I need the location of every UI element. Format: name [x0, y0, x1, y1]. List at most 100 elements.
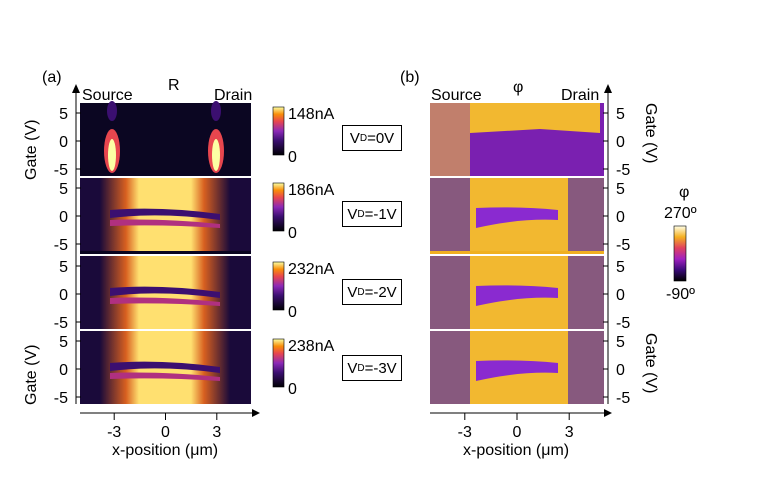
vd-sub: D — [359, 132, 368, 144]
panel-a-y-axis: 5 0 -5 5 0 -5 5 0 -5 5 0 -5 — [54, 84, 81, 407]
panel-b-x-ticks: -3 0 3 — [458, 413, 574, 441]
y-tick-label: 0 — [616, 362, 625, 379]
y-tick-label: 0 — [59, 134, 68, 151]
y-tick-label: 0 — [616, 134, 625, 151]
current-colorbar-1 — [272, 106, 285, 156]
vd-prefix: V — [349, 129, 360, 147]
y-tick-label: 0 — [59, 287, 68, 304]
y-tick-label: 0 — [59, 209, 68, 226]
y-tick-label: 5 — [59, 181, 68, 198]
current-colorbar-max: 148nA — [288, 106, 335, 123]
gate-axis-label-a-top: Gate (V) — [23, 120, 40, 180]
current-colorbar-max: 186nA — [288, 182, 335, 199]
current-colorbar-min: 0 — [288, 225, 297, 242]
panel-a-x-axis-arrow — [252, 409, 260, 417]
drain-label-a: Drain — [214, 87, 252, 104]
panel-a-label: (a) — [42, 69, 62, 86]
source-label-a: Source — [82, 87, 133, 104]
phase-colorbar-min: -90º — [666, 286, 695, 303]
phase-map-row-1 — [430, 103, 604, 176]
y-tick-label: -5 — [616, 390, 630, 407]
y-tick-label: -5 — [616, 162, 630, 179]
current-map-row-3 — [80, 256, 251, 329]
x-tick-label: 3 — [565, 424, 574, 441]
separator-b-2 — [430, 254, 604, 256]
y-axis-arrow — [72, 84, 80, 93]
y-tick-label: -5 — [54, 315, 68, 332]
vd-prefix: V — [347, 359, 358, 377]
vd-value: =-3V — [364, 359, 397, 377]
current-colorbar-min: 0 — [288, 149, 297, 166]
current-colorbar-min: 0 — [288, 304, 297, 321]
y-tick-label: 0 — [59, 362, 68, 379]
vd-label-row-1: V D =0V — [342, 125, 402, 151]
separator-a-1 — [80, 176, 251, 178]
y-axis-arrow — [604, 84, 612, 93]
y-tick-label: 5 — [616, 259, 625, 276]
y-tick-label: -5 — [54, 162, 68, 179]
panel-b-x-axis-label: x-position (μm) — [463, 442, 569, 459]
phase-map-row-4 — [430, 331, 604, 404]
vd-value: =-2V — [364, 283, 397, 301]
current-colorbar-min: 0 — [288, 381, 297, 398]
vd-sub: D — [357, 208, 365, 220]
y-tick-label: -5 — [54, 390, 68, 407]
current-map-row-4 — [80, 331, 251, 404]
y-tick-label: 5 — [616, 106, 625, 123]
y-tick-label: 5 — [616, 334, 625, 351]
phase-colorbar — [673, 225, 687, 282]
x-tick-label: 0 — [513, 424, 522, 441]
phase-map-row-2 — [430, 178, 604, 251]
current-colorbar-3 — [272, 261, 285, 311]
y-tick-label: -5 — [54, 237, 68, 254]
y-tick-label: 0 — [616, 209, 625, 226]
vd-label-row-2: V D =-1V — [342, 201, 402, 227]
vd-label-row-3: V D =-2V — [342, 279, 402, 305]
x-tick-label: -3 — [458, 424, 472, 441]
phase-map-row-3 — [430, 256, 604, 329]
panel-b-label: (b) — [400, 69, 420, 86]
y-tick-label: 5 — [59, 259, 68, 276]
separator-b-1 — [430, 176, 604, 178]
y-tick-label: -5 — [616, 315, 630, 332]
current-colorbar-max: 232nA — [288, 261, 335, 278]
gate-axis-label-b-top: Gate (V) — [642, 103, 659, 163]
source-label-b: Source — [431, 87, 482, 104]
vd-value: =0V — [367, 129, 395, 147]
separator-a-3 — [80, 329, 251, 331]
current-colorbars: 148nA 0 186nA 0 232nA 0 238nA 0 — [272, 106, 335, 398]
panel-b-x-axis-arrow — [604, 409, 612, 417]
separator-a-2 — [80, 254, 251, 256]
separator-b-3 — [430, 329, 604, 331]
panel-a-x-ticks: -3 0 3 — [107, 413, 221, 441]
current-colorbar-4 — [272, 338, 285, 388]
phase-colorbar-max: 270º — [664, 205, 697, 222]
current-colorbar-2 — [272, 182, 285, 232]
vd-value: =-1V — [364, 205, 397, 223]
vd-prefix: V — [347, 205, 358, 223]
panel-b-y-axis: 5 0 -5 5 0 -5 5 0 -5 5 0 -5 — [603, 84, 630, 407]
panel-a-maps — [80, 101, 251, 404]
current-colorbar-max: 238nA — [288, 338, 335, 355]
y-tick-label: 5 — [59, 334, 68, 351]
y-tick-label: 0 — [616, 287, 625, 304]
panel-a-x-axis-label: x-position (μm) — [112, 442, 218, 459]
drain-label-b: Drain — [561, 87, 599, 104]
vd-prefix: V — [347, 283, 358, 301]
gate-axis-label-b-bottom: Gate (V) — [642, 333, 659, 393]
y-tick-label: 5 — [616, 181, 625, 198]
y-tick-label: 5 — [59, 106, 68, 123]
row-separators — [80, 176, 604, 331]
panel-a-title: R — [168, 77, 180, 94]
x-tick-label: 3 — [212, 424, 221, 441]
vd-label-row-4: V D =-3V — [342, 355, 402, 381]
current-map-row-1 — [80, 101, 251, 176]
panel-b-title: φ — [513, 79, 523, 96]
panel-b-maps — [430, 103, 604, 404]
vd-sub: D — [357, 362, 365, 374]
y-tick-label: -5 — [616, 237, 630, 254]
vd-sub: D — [357, 286, 365, 298]
x-tick-label: 0 — [161, 424, 170, 441]
phase-colorbar-title: φ — [679, 184, 689, 201]
